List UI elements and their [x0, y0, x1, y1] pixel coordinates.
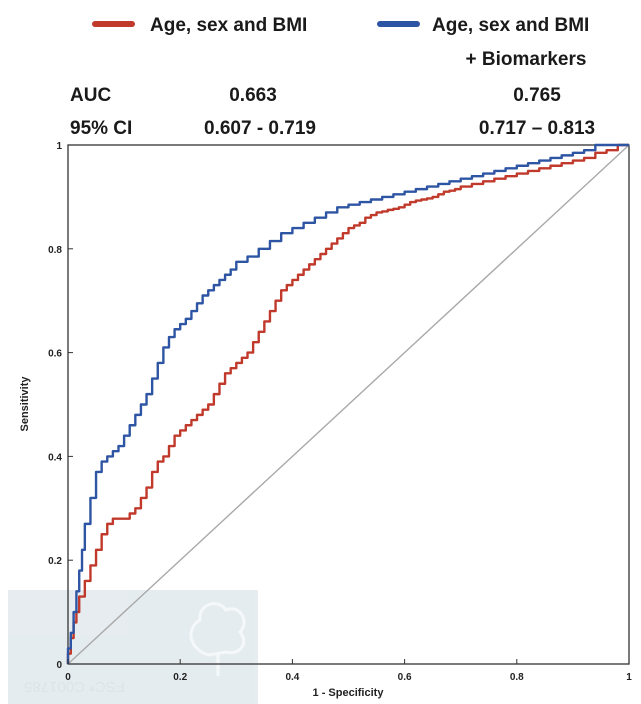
fsc-watermark: FSC* C001785 — [8, 590, 258, 704]
x-tick-label: 1 — [626, 672, 632, 683]
chance-diagonal-line — [67, 144, 630, 665]
legend-label-biomarkers-line1: Age, sex and BMI — [432, 15, 589, 36]
y-tick-label: 0.6 — [48, 349, 62, 360]
auc-value-age-sex-bmi: 0.663 — [229, 85, 277, 106]
watermark-code: FSC* C001785 — [24, 678, 125, 695]
stats-table: AUC 0.663 0.765 95% CI 0.607 - 0.719 0.7… — [70, 85, 595, 139]
legend-label-biomarkers-line2: + Biomarkers — [466, 49, 587, 70]
x-tick-label: 0 — [65, 672, 71, 683]
ci-value-age-sex-bmi: 0.607 - 0.719 — [204, 118, 316, 139]
plot-frame — [67, 144, 630, 665]
x-tick-label: 0.4 — [285, 672, 299, 683]
y-tick-label: 0.2 — [48, 556, 62, 567]
x-axis-ticks: 0 0.2 0.4 0.6 0.8 1 — [65, 659, 632, 683]
x-tick-label: 0.2 — [173, 672, 187, 683]
x-tick-label: 0.8 — [510, 672, 524, 683]
stats-row-label-auc: AUC — [70, 85, 111, 106]
stats-row-label-ci: 95% CI — [70, 118, 132, 139]
series-line-age-sex-bmi — [66, 143, 629, 664]
y-tick-label: 0 — [56, 660, 62, 671]
y-tick-label: 0.4 — [48, 452, 62, 463]
watermark-panel — [8, 590, 258, 704]
ci-value-biomarkers: 0.717 – 0.813 — [479, 118, 595, 139]
x-axis-title: 1 - Specificity — [313, 687, 385, 699]
y-axis-title: Sensitivity — [19, 376, 31, 432]
legend-label-age-sex-bmi: Age, sex and BMI — [150, 15, 307, 36]
auc-value-biomarkers: 0.765 — [513, 85, 561, 106]
series-group — [66, 143, 629, 664]
y-axis-ticks: 0 0.2 0.4 0.6 0.8 1 — [48, 141, 73, 671]
series-line-biomarkers — [66, 143, 629, 664]
legend: Age, sex and BMI Age, sex and BMI + Biom… — [92, 15, 589, 70]
y-tick-label: 0.8 — [48, 245, 62, 256]
y-tick-label: 1 — [56, 141, 62, 152]
x-tick-label: 0.6 — [398, 672, 412, 683]
